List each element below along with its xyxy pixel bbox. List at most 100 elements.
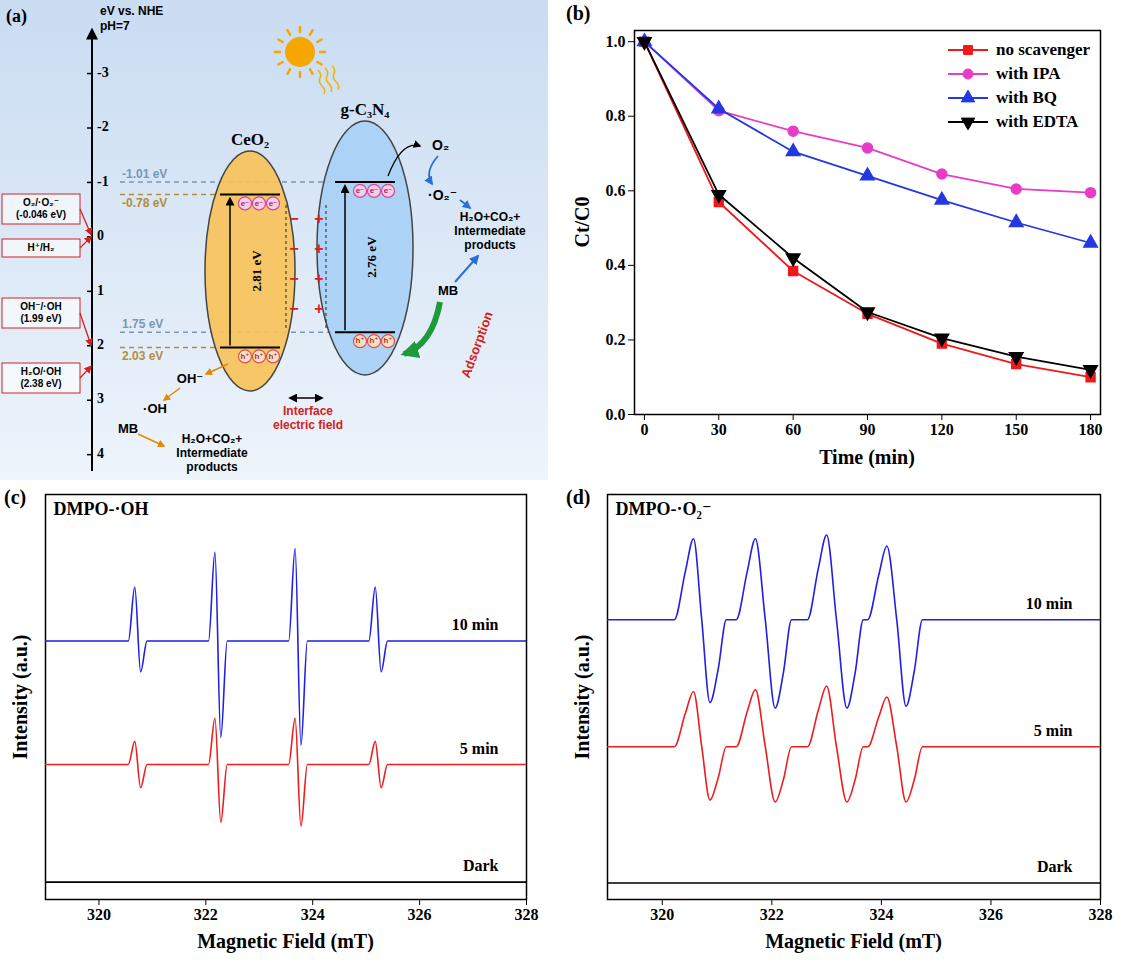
svg-text:-2: -2 [97,119,109,134]
svg-text:h⁺: h⁺ [268,352,277,361]
svg-text:0.8: 0.8 [606,107,626,124]
html-text:(c): (c) [4,486,27,508]
svg-text:60: 60 [785,421,801,438]
svg-text:10 min: 10 min [452,616,499,633]
svg-text:electric field: electric field [273,418,343,432]
svg-text:eV vs. NHE: eV vs. NHE [100,4,163,18]
svg-text:+: + [314,210,323,227]
svg-text:−: − [289,210,298,227]
html-text:Magnetic Field (mT): Magnetic Field (mT) [765,930,942,952]
svg-text:products: products [186,460,238,474]
svg-text:30: 30 [711,421,727,438]
svg-text:+: + [314,270,323,287]
svg-text:324: 324 [869,906,893,923]
svg-text:e⁻: e⁻ [241,199,250,208]
svg-text:0.2: 0.2 [606,331,626,348]
svg-text:H₂O+CO₂+: H₂O+CO₂+ [182,432,243,446]
svg-text:0.4: 0.4 [606,256,626,273]
html-text:Ct/C0: Ct/C0 [571,196,593,248]
svg-text:326: 326 [979,906,1003,923]
svg-text:-3: -3 [97,65,109,80]
svg-text:(-0.046 eV): (-0.046 eV) [16,209,66,220]
svg-text:−: − [289,270,298,287]
svg-text:1.75 eV: 1.75 eV [122,317,163,331]
svg-text:e⁻: e⁻ [255,199,264,208]
svg-text:−: − [289,240,298,257]
svg-text:320: 320 [650,906,674,923]
svg-text:h⁺: h⁺ [254,352,263,361]
svg-text:Intermediate: Intermediate [176,446,248,460]
svg-text:h⁺: h⁺ [369,336,378,345]
svg-text:products: products [464,238,516,252]
svg-text:90: 90 [860,421,876,438]
svg-text:-0.78 eV: -0.78 eV [122,196,167,210]
html-text:Time (min): Time (min) [819,446,915,468]
svg-text:·O₂⁻: ·O₂⁻ [428,187,457,203]
svg-text:328: 328 [1089,906,1113,923]
svg-text:180: 180 [1079,421,1103,438]
svg-text:(2.38 eV): (2.38 eV) [20,378,61,389]
svg-text:0.6: 0.6 [606,182,626,199]
svg-text:OH⁻/·OH: OH⁻/·OH [20,301,61,312]
svg-text:10 min: 10 min [1026,595,1073,612]
svg-text:322: 322 [760,906,784,923]
svg-text:g-C₃N₄: g-C₃N₄ [341,100,390,119]
svg-text:Intermediate: Intermediate [454,224,526,238]
svg-text:326: 326 [408,906,432,923]
svg-text:DMPO-·OH: DMPO-·OH [54,499,149,519]
svg-text:(1.99 eV): (1.99 eV) [20,313,61,324]
svg-text:320: 320 [87,906,111,923]
html-text:Intensity (a.u.): Intensity (a.u.) [9,634,31,759]
svg-text:328: 328 [515,906,539,923]
svg-text:1: 1 [97,283,104,298]
svg-text:e⁻: e⁻ [384,186,393,195]
svg-text:3: 3 [97,391,104,406]
svg-text:Interface: Interface [283,404,333,418]
svg-text:O₂: O₂ [432,137,449,153]
svg-text:Adsorption: Adsorption [458,309,496,379]
svg-text:pH=7: pH=7 [100,19,130,33]
svg-text:-1.01 eV: -1.01 eV [122,167,167,181]
svg-text:120: 120 [930,421,954,438]
svg-text:5 min: 5 min [460,740,499,757]
svg-text:h⁺: h⁺ [240,352,249,361]
svg-text:e⁻: e⁻ [370,186,379,195]
svg-text:2.76 eV: 2.76 eV [364,236,379,278]
html-text:(b): (b) [566,2,591,24]
svg-text:Dark: Dark [1037,858,1073,875]
html-text:(d): (d) [566,486,591,508]
svg-text:150: 150 [1004,421,1028,438]
svg-text:2.81 eV: 2.81 eV [249,250,264,292]
svg-text:324: 324 [301,906,325,923]
svg-text:e⁻: e⁻ [269,199,278,208]
svg-text:h⁺: h⁺ [383,336,392,345]
svg-text:H⁺/H₂: H⁺/H₂ [28,242,55,253]
svg-text:OH⁻: OH⁻ [177,371,203,386]
svg-text:2: 2 [97,337,104,352]
svg-text:·OH: ·OH [143,401,167,416]
svg-text:H₂O/·OH: H₂O/·OH [21,366,62,377]
svg-text:4: 4 [97,446,104,461]
svg-text:322: 322 [194,906,218,923]
svg-text:1.0: 1.0 [606,33,626,50]
svg-text:h⁺: h⁺ [355,336,364,345]
svg-text:(a): (a) [6,6,27,27]
html-text:Magnetic Field (mT): Magnetic Field (mT) [197,930,374,952]
svg-text:H₂O+CO₂+: H₂O+CO₂+ [460,210,521,224]
svg-text:-1: -1 [97,174,109,189]
svg-text:MB: MB [438,283,458,298]
svg-text:5 min: 5 min [1034,722,1073,739]
svg-text:+: + [314,300,323,317]
svg-text:0: 0 [97,228,104,243]
svg-text:2.03 eV: 2.03 eV [122,349,163,363]
svg-text:MB: MB [118,421,138,436]
svg-text:DMPO-·O₂⁻: DMPO-·O₂⁻ [616,499,712,519]
svg-text:0: 0 [640,421,648,438]
svg-text:Dark: Dark [463,857,499,874]
svg-text:+: + [314,240,323,257]
svg-text:O₂/·O₂⁻: O₂/·O₂⁻ [23,197,59,208]
svg-text:CeO₂: CeO₂ [231,130,269,149]
svg-text:0.0: 0.0 [606,406,626,423]
svg-text:−: − [289,300,298,317]
svg-text:e⁻: e⁻ [356,186,365,195]
